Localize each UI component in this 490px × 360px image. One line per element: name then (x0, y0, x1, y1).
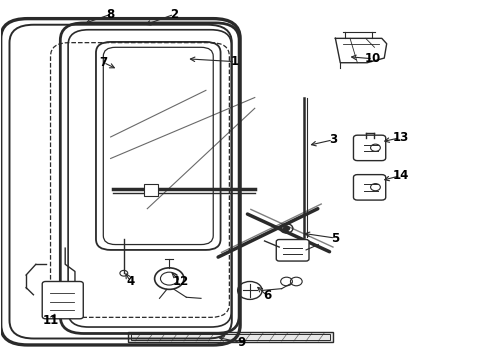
Text: 6: 6 (263, 289, 271, 302)
Text: 14: 14 (392, 169, 409, 182)
FancyBboxPatch shape (276, 239, 309, 261)
FancyBboxPatch shape (144, 184, 158, 196)
FancyBboxPatch shape (353, 175, 386, 200)
Bar (128, 332, 333, 342)
Text: 4: 4 (126, 275, 134, 288)
Text: 2: 2 (170, 8, 178, 21)
Text: 8: 8 (106, 8, 115, 21)
Bar (131, 334, 330, 340)
Text: 3: 3 (329, 133, 337, 146)
Circle shape (284, 226, 290, 230)
Text: 13: 13 (392, 131, 409, 144)
Text: 12: 12 (172, 275, 189, 288)
FancyBboxPatch shape (42, 282, 83, 319)
Text: 11: 11 (43, 314, 59, 327)
Text: 10: 10 (365, 52, 381, 65)
Text: 7: 7 (99, 56, 107, 69)
Text: 5: 5 (331, 231, 340, 244)
Text: 1: 1 (231, 55, 239, 68)
Text: 9: 9 (237, 336, 245, 349)
FancyBboxPatch shape (353, 135, 386, 161)
